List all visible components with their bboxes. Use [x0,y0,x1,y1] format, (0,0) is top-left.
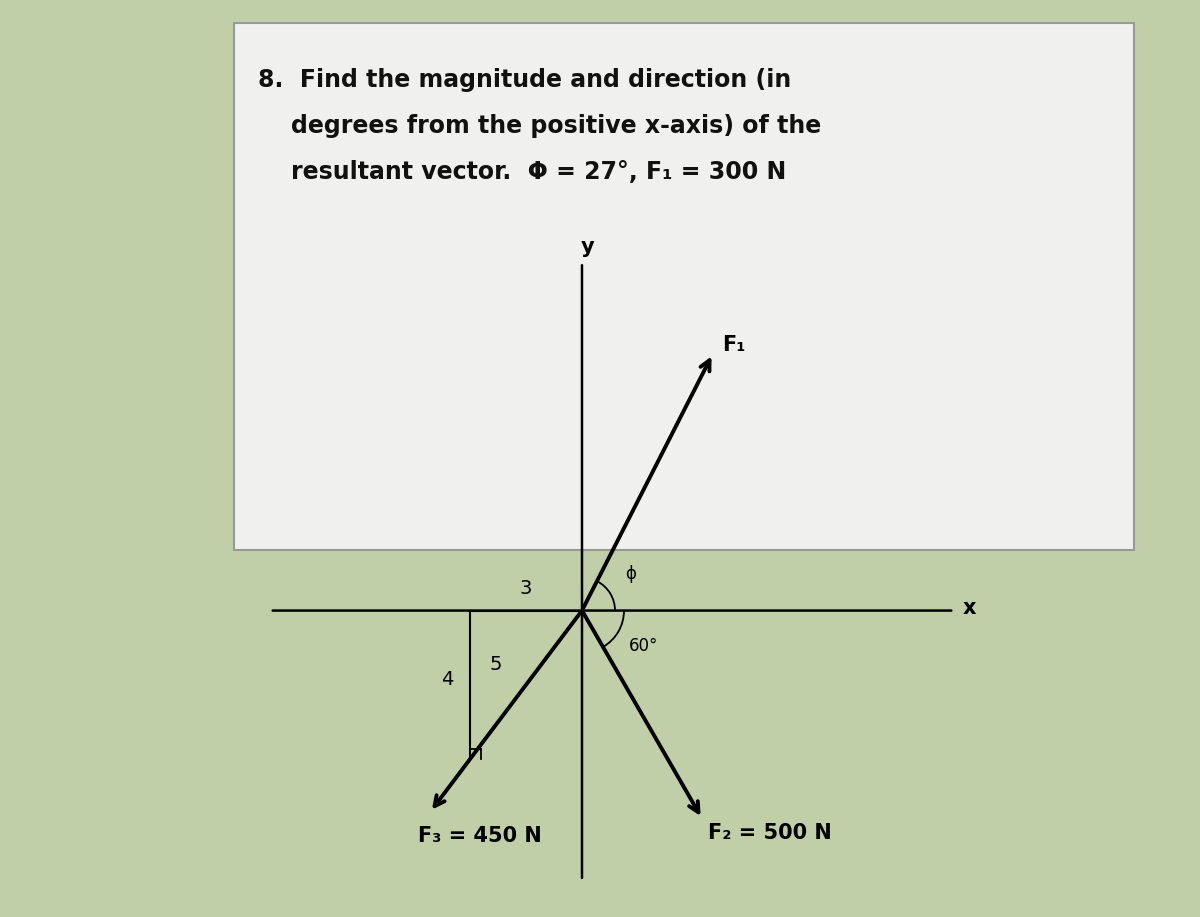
Text: degrees from the positive x-axis) of the: degrees from the positive x-axis) of the [258,114,821,138]
Text: 4: 4 [442,670,454,689]
Text: 3: 3 [520,579,533,598]
Text: 5: 5 [490,655,503,674]
Text: resultant vector.  Φ = 27°, F₁ = 300 N: resultant vector. Φ = 27°, F₁ = 300 N [258,160,786,183]
Text: ϕ: ϕ [625,566,636,583]
Text: F₃ = 450 N: F₃ = 450 N [419,826,542,845]
Text: 8.  Find the magnitude and direction (in: 8. Find the magnitude and direction (in [258,68,791,92]
Text: 60°: 60° [629,637,658,656]
Text: y: y [581,238,595,258]
Text: F₂ = 500 N: F₂ = 500 N [708,823,832,844]
Text: x: x [964,598,977,617]
Text: F₁: F₁ [721,335,745,355]
